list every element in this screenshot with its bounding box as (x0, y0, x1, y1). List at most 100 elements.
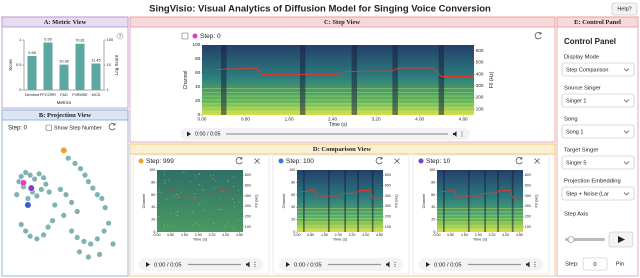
projection-point[interactable] (74, 234, 80, 241)
projection-point[interactable] (49, 218, 56, 224)
projection-point[interactable] (23, 228, 29, 234)
close-icon[interactable] (394, 158, 400, 164)
select-chevron[interactable] (623, 130, 630, 134)
projection-point[interactable] (90, 185, 96, 191)
audio-menu-dot[interactable] (461, 133, 463, 135)
audio-menu-dot[interactable] (534, 264, 536, 265)
close-icon[interactable] (254, 158, 260, 164)
select-value[interactable]: Step + Noise (Lar (566, 191, 609, 197)
select-value[interactable]: Singer 1 (566, 98, 587, 104)
checkbox[interactable] (181, 32, 189, 40)
pin-button[interactable]: Pin (616, 262, 624, 268)
step-input[interactable] (582, 257, 608, 271)
close-icon[interactable] (534, 158, 540, 164)
select-box[interactable] (561, 186, 635, 201)
projection-point[interactable] (72, 160, 78, 166)
refresh-icon[interactable] (375, 157, 383, 165)
info-icon[interactable] (116, 32, 124, 40)
audio-play[interactable] (187, 131, 191, 137)
audio-menu-dot[interactable] (461, 131, 463, 133)
projection-point[interactable] (27, 172, 33, 178)
refresh-icon[interactable] (235, 157, 243, 165)
projection-point[interactable] (41, 232, 47, 238)
info-label[interactable]: ? (119, 33, 122, 38)
audio-play[interactable] (426, 262, 430, 267)
projection-point[interactable] (94, 236, 100, 242)
projection-point[interactable] (105, 220, 112, 226)
projection-point[interactable] (34, 193, 40, 199)
projection-point[interactable] (94, 192, 100, 198)
projection-point[interactable] (41, 175, 47, 181)
projection-point[interactable] (69, 228, 75, 234)
audio-menu-dot[interactable] (394, 266, 396, 267)
projection-point[interactable] (85, 179, 91, 185)
projection-point[interactable] (76, 249, 83, 255)
audio-menu-dot[interactable] (461, 135, 463, 137)
select-box[interactable] (561, 62, 635, 77)
audio-volume[interactable] (246, 261, 250, 268)
select-box[interactable] (561, 124, 635, 139)
projection-point[interactable] (27, 233, 33, 239)
audio-menu-dot[interactable] (394, 262, 396, 263)
audio-menu-dot[interactable] (254, 264, 256, 265)
audio-menu-dot[interactable] (254, 262, 256, 263)
projection-point[interactable] (81, 238, 87, 244)
highlight-point[interactable] (24, 201, 32, 209)
projection-point[interactable] (61, 212, 67, 218)
projection-point[interactable] (110, 241, 116, 247)
highlight-point[interactable] (60, 146, 68, 154)
projection-point[interactable] (65, 155, 71, 161)
projection-point[interactable] (63, 192, 69, 198)
projection-point[interactable] (102, 205, 108, 211)
projection-point[interactable] (34, 236, 40, 242)
audio-menu-dot[interactable] (534, 266, 536, 267)
projection-point[interactable] (57, 186, 64, 192)
projection-point[interactable] (82, 172, 88, 178)
projection-point[interactable] (52, 202, 58, 208)
projection-point[interactable] (32, 176, 38, 182)
audio-play[interactable] (146, 262, 150, 267)
select-box[interactable] (561, 155, 635, 170)
checkbox-label[interactable]: Show Step Number (54, 125, 102, 131)
projection-point[interactable] (97, 251, 103, 257)
select-value[interactable]: Song 1 (566, 129, 583, 135)
step-input-value[interactable]: 0 (593, 262, 596, 268)
projection-point[interactable] (46, 189, 52, 195)
select-chevron[interactable] (623, 68, 630, 72)
select-chevron[interactable] (623, 99, 630, 103)
refresh-icon[interactable] (534, 32, 542, 40)
projection-point[interactable] (74, 208, 80, 215)
select-value[interactable]: Singer 5 (566, 160, 587, 166)
checkbox[interactable] (45, 124, 52, 131)
projection-point[interactable] (45, 224, 51, 230)
help-button[interactable] (611, 2, 638, 16)
select-value[interactable]: Step Comparison (566, 67, 609, 73)
projection-point[interactable] (14, 192, 20, 198)
highlight-point[interactable] (19, 179, 27, 187)
projection-point[interactable] (77, 166, 84, 172)
projection-point[interactable] (38, 186, 44, 192)
projection-point[interactable] (101, 228, 107, 234)
select-chevron[interactable] (623, 192, 630, 196)
projection-point[interactable] (18, 173, 24, 179)
highlight-point[interactable] (27, 184, 35, 192)
slider-thumb[interactable] (567, 236, 575, 243)
slider-track[interactable] (565, 238, 605, 241)
projection-point[interactable] (85, 254, 91, 260)
projection-point[interactable] (36, 171, 42, 177)
projection-point[interactable] (99, 195, 105, 202)
select-chevron[interactable] (623, 161, 630, 165)
projection-point[interactable] (25, 195, 31, 202)
select-box[interactable] (561, 93, 635, 108)
refresh-icon[interactable] (108, 123, 116, 131)
audio-play[interactable] (286, 262, 290, 267)
projection-point[interactable] (69, 199, 75, 205)
audio-menu-dot[interactable] (254, 266, 256, 267)
projection-point[interactable] (18, 221, 24, 228)
audio-volume[interactable] (453, 131, 457, 137)
refresh-icon[interactable] (515, 157, 523, 165)
audio-menu-dot[interactable] (534, 262, 536, 263)
audio-volume[interactable] (526, 261, 530, 268)
audio-volume[interactable] (386, 261, 390, 268)
projection-point[interactable] (43, 181, 49, 187)
